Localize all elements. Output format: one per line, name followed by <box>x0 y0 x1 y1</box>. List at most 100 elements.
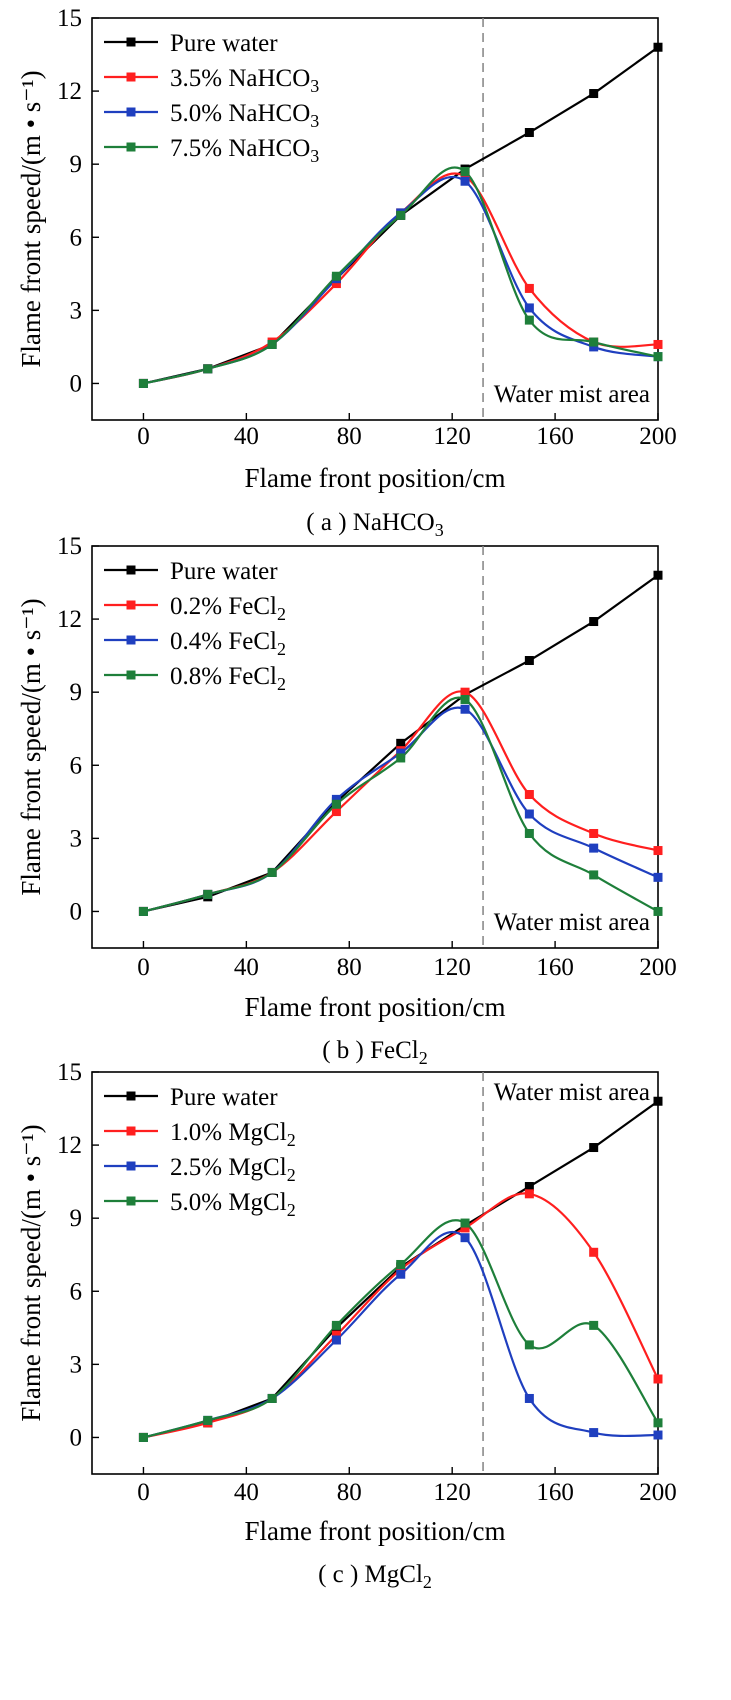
x-tick-label: 120 <box>433 423 471 450</box>
legend-label: 7.5% NaHCO3 <box>170 135 319 166</box>
legend-label: Pure water <box>170 1084 278 1111</box>
panel-caption: ( b ) FeCl2 <box>322 1037 428 1068</box>
legend-marker <box>126 72 136 82</box>
legend-label: 3.5% NaHCO3 <box>170 65 319 96</box>
legend-marker <box>126 600 136 610</box>
legend-label: 5.0% NaHCO3 <box>170 100 319 131</box>
legend-label: 1.0% MgCl2 <box>170 1119 296 1150</box>
legend-marker <box>126 565 136 575</box>
series-2-point <box>589 828 599 838</box>
legend-label: 0.4% FeCl2 <box>170 628 286 659</box>
series-4-point <box>396 210 406 220</box>
series-line-2 <box>143 690 659 913</box>
x-axis-label: Flame front position/cm <box>245 1516 506 1546</box>
series-3-point <box>524 1393 534 1403</box>
x-axis-label: Flame front position/cm <box>245 463 506 493</box>
x-tick-label: 0 <box>137 423 150 450</box>
series-4-point <box>267 867 277 877</box>
series-4-point <box>589 870 599 880</box>
series-line-4 <box>143 1219 659 1439</box>
x-tick-label: 40 <box>234 954 259 981</box>
water-mist-area-label: Water mist area <box>494 1079 650 1106</box>
series-3-point <box>524 303 534 313</box>
series-2-point <box>331 1330 341 1340</box>
y-tick-label: 15 <box>57 533 82 560</box>
series-line-4 <box>143 166 659 385</box>
series-1-point <box>653 1096 663 1106</box>
series-4-point <box>203 364 213 374</box>
series-4-point <box>524 1340 534 1350</box>
y-tick-label: 0 <box>70 370 83 397</box>
series-4-point <box>589 337 599 347</box>
series-1-point <box>653 42 663 52</box>
series-4-point <box>331 799 341 809</box>
series-1-point <box>589 617 599 627</box>
series-3-point <box>460 1233 470 1243</box>
series-2-point <box>524 790 534 800</box>
y-tick-label: 6 <box>70 1278 83 1305</box>
series-4-point <box>203 1415 213 1425</box>
series-2-point <box>589 1247 599 1257</box>
y-axis-label: Flame front speed/(m • s⁻¹) <box>16 598 46 895</box>
y-tick-label: 0 <box>70 1424 83 1451</box>
legend-marker <box>126 670 136 680</box>
series-3-point <box>589 843 599 853</box>
legend-label: 0.8% FeCl2 <box>170 663 286 694</box>
plot-frame <box>91 17 659 421</box>
series-line-2 <box>143 172 659 385</box>
y-tick-label: 0 <box>70 898 83 925</box>
chart-panel-2: 0 40 80 120 160 200 0 3 6 9 12 15 Pure water 0.2% FeC… <box>16 533 677 1068</box>
x-tick-label: 200 <box>639 423 677 450</box>
x-tick-label: 120 <box>433 1479 471 1506</box>
series-2-point <box>653 339 663 349</box>
y-tick-label: 12 <box>57 606 82 633</box>
y-tick-label: 3 <box>70 825 83 852</box>
x-tick-label: 200 <box>639 954 677 981</box>
y-tick-label: 3 <box>70 1351 83 1378</box>
legend-marker <box>126 1091 136 1101</box>
series-1-point <box>589 1143 599 1153</box>
legend-marker <box>126 1126 136 1136</box>
y-axis-label: Flame front speed/(m • s⁻¹) <box>16 70 46 367</box>
series-4-point <box>460 1218 470 1228</box>
series-3-point <box>653 1430 663 1440</box>
legend-label: 2.5% MgCl2 <box>170 1154 296 1185</box>
x-tick-label: 80 <box>337 1479 362 1506</box>
legend-label: Pure water <box>170 30 278 57</box>
series-4-point <box>138 378 148 388</box>
series-4-point <box>138 906 148 916</box>
series-2-point <box>396 1264 406 1274</box>
y-tick-label: 3 <box>70 297 83 324</box>
y-tick-label: 15 <box>57 5 82 32</box>
legend-label: 5.0% MgCl2 <box>170 1189 296 1220</box>
series-4-point <box>653 352 663 362</box>
series-3-point <box>396 748 406 758</box>
x-tick-label: 120 <box>433 954 471 981</box>
x-tick-label: 160 <box>536 954 574 981</box>
y-tick-label: 15 <box>57 1059 82 1086</box>
x-axis-label: Flame front position/cm <box>245 992 506 1022</box>
series-3-point <box>460 176 470 186</box>
series-2-point <box>653 1374 663 1384</box>
x-tick-label: 80 <box>337 423 362 450</box>
series-4-point <box>138 1432 148 1442</box>
series-4-point <box>396 753 406 763</box>
panel-caption: ( c ) MgCl2 <box>318 1561 432 1592</box>
series-4-point <box>460 694 470 704</box>
series-3-point <box>589 342 599 352</box>
series-1-point <box>653 570 663 580</box>
plot-frame <box>91 545 659 949</box>
series-line-2 <box>143 1192 659 1439</box>
series-4-point <box>331 1320 341 1330</box>
series-2-point <box>331 807 341 817</box>
series-3-point <box>460 704 470 714</box>
water-mist-area-label: Water mist area <box>494 381 650 408</box>
y-tick-label: 9 <box>70 679 83 706</box>
legend-marker <box>126 107 136 117</box>
series-1-point <box>524 656 534 666</box>
series-2-point <box>653 846 663 856</box>
series-line-3 <box>143 706 659 913</box>
series-4-point <box>331 271 341 281</box>
chart-panel-1: 0 40 80 120 160 200 0 3 6 9 12 15 Pure water 3.5% NaH… <box>16 5 677 540</box>
